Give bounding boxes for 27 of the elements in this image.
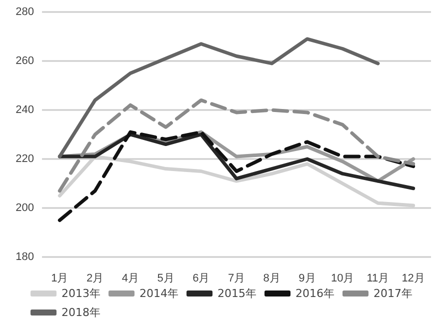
x-tick-label: 1月 xyxy=(51,272,68,284)
y-tick-label: 180 xyxy=(16,251,34,263)
x-tick-label: 6月 xyxy=(192,272,210,284)
x-tick-label: 5月 xyxy=(157,272,174,284)
x-tick-label: 8月 xyxy=(263,272,280,284)
line-series xyxy=(58,132,416,190)
line-series xyxy=(58,130,416,222)
y-tick-label: 200 xyxy=(16,202,34,214)
x-tick-label: 2月 xyxy=(86,272,104,284)
legend-label: 2014年 xyxy=(140,287,179,300)
y-tick-label: 280 xyxy=(16,6,34,18)
x-tick-label: 10月 xyxy=(330,272,354,284)
x-tick-label: 9月 xyxy=(298,272,316,284)
legend-label: 2016年 xyxy=(295,287,334,300)
x-tick-label: 7月 xyxy=(228,272,246,284)
x-tick-label: 4月 xyxy=(122,272,139,284)
x-tick-label: 11月 xyxy=(366,272,390,284)
legend-label: 2018年 xyxy=(62,306,101,319)
y-tick-label: 220 xyxy=(16,153,34,165)
x-tick-label: 12月 xyxy=(402,272,425,284)
legend-label: 2017年 xyxy=(373,287,412,300)
y-tick-label: 260 xyxy=(16,55,34,67)
line-series xyxy=(58,37,380,158)
y-tick-label: 240 xyxy=(16,104,34,116)
legend-label: 2015年 xyxy=(218,287,257,300)
legend-label: 2013年 xyxy=(62,287,101,300)
line-series xyxy=(58,98,416,193)
